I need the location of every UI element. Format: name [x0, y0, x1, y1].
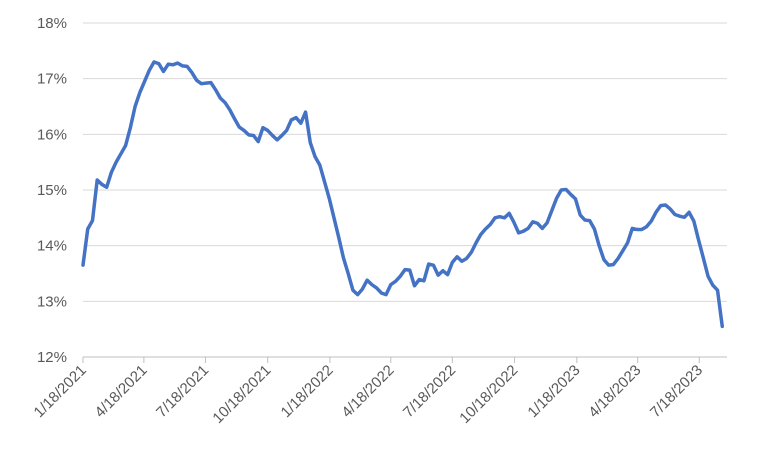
x-tick-label: 10/18/2022: [456, 362, 521, 427]
x-tick-label: 7/18/2022: [400, 362, 459, 421]
y-tick-label: 12%: [37, 349, 67, 366]
y-tick-label: 15%: [37, 182, 67, 199]
x-tick-label: 1/18/2022: [278, 362, 337, 421]
y-tick-label: 18%: [37, 15, 67, 32]
x-tick-label: 4/18/2022: [338, 362, 397, 421]
y-tick-label: 13%: [37, 293, 67, 310]
x-tick-label: 4/18/2021: [92, 362, 151, 421]
x-tick-label: 1/18/2023: [524, 362, 583, 421]
x-tick-label: 7/18/2023: [647, 362, 706, 421]
x-tick-label: 1/18/2021: [31, 362, 90, 421]
line-series: [81, 60, 725, 329]
y-tick-label: 17%: [37, 71, 67, 88]
y-tick-label: 16%: [37, 126, 67, 143]
x-tick-label: 10/18/2021: [209, 362, 274, 427]
x-tick-label: 7/18/2021: [153, 362, 212, 421]
x-tick-label: 4/18/2023: [585, 362, 644, 421]
y-tick-label: 14%: [37, 238, 67, 255]
